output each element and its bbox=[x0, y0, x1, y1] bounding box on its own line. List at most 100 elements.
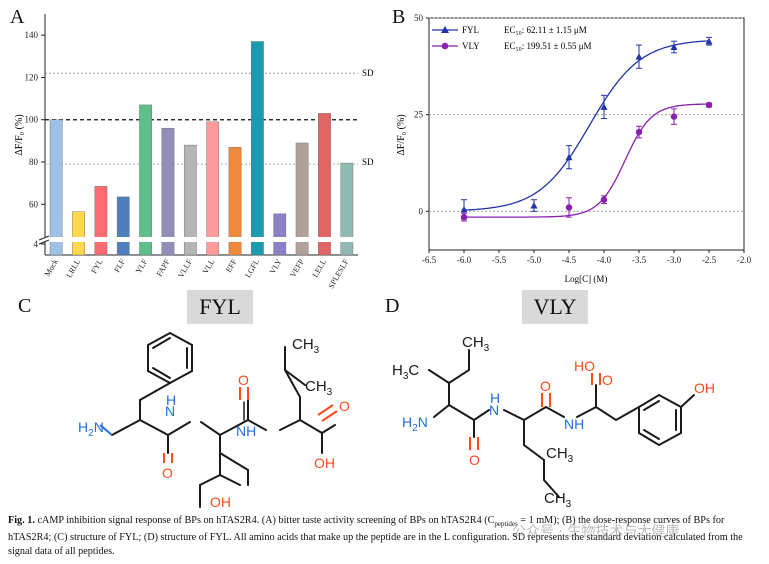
figure-caption: Fig. 1. cAMP inhibition signal response … bbox=[8, 514, 763, 559]
chart-b-dose-response: 0 25 50 -6.5 -6.0 -5.5 -5.0 -4.5 -4.0 -3.5 -3.0 -2.… bbox=[396, 13, 752, 284]
chart-a-bar bbox=[94, 186, 108, 256]
chart-a-bar bbox=[116, 196, 130, 256]
chart-a-category-label: SPLESLF bbox=[327, 257, 351, 290]
chart-b-point-fyl bbox=[530, 202, 538, 209]
caption-sub: peptides bbox=[494, 520, 518, 529]
d-o3: O bbox=[602, 372, 613, 388]
d-ch3-mid: CH3 bbox=[546, 445, 574, 465]
caption-text-2: = 1 mM); (B) the dose-response curves of… bbox=[8, 515, 743, 558]
structure-d-vly: H3C CH3 HO OH N H NH H2N O O O CH3 CH3 bbox=[392, 334, 715, 510]
chart-a-bar bbox=[49, 119, 63, 256]
chart-a-ytick-label: 60 bbox=[29, 199, 39, 209]
chart-a-break-slash bbox=[38, 239, 50, 245]
chart-a-ylabel: ΔF/F₀ (%) bbox=[14, 114, 25, 155]
c-oh-acid: OH bbox=[314, 455, 335, 471]
chart-a-ytick-label: 80 bbox=[29, 157, 39, 167]
legend-vly-name: VLY bbox=[462, 41, 480, 51]
chart-a-bar bbox=[228, 146, 242, 256]
chart-a-category-label: FAPF bbox=[155, 257, 172, 278]
chart-a-bar bbox=[183, 144, 197, 256]
c-o3: O bbox=[339, 398, 350, 414]
panel-b-letter: B bbox=[392, 6, 406, 28]
chart-a-category-label: LELL bbox=[311, 257, 329, 279]
chart-b-xtick-label: -5.0 bbox=[527, 255, 542, 265]
chart-b-point-vly bbox=[670, 113, 678, 120]
chart-a-bar bbox=[161, 127, 175, 256]
d-ch3-upper: CH3 bbox=[462, 334, 490, 354]
chart-b-point-vly bbox=[600, 196, 608, 203]
legend-vly-marker bbox=[441, 42, 449, 50]
chart-b-point-fyl bbox=[635, 53, 643, 60]
chart-a-ytick-label: 120 bbox=[25, 72, 39, 82]
caption-fig-label: Fig. 1. bbox=[8, 515, 35, 526]
d-nh-right: NH bbox=[564, 416, 584, 432]
chart-b-xtick-label: -2.0 bbox=[737, 255, 752, 265]
chart-a-break-slash bbox=[38, 235, 50, 241]
chart-a-bar bbox=[273, 213, 287, 256]
chart-b-xtick-label: -4.5 bbox=[562, 255, 577, 265]
chart-a-bar bbox=[340, 162, 354, 256]
c-ch3-top: CH3 bbox=[292, 336, 320, 356]
c-nh-right: NH bbox=[236, 423, 256, 439]
chart-b-point-fyl bbox=[460, 205, 468, 213]
chart-b-frame bbox=[428, 17, 745, 251]
chart-b-point-fyl bbox=[705, 37, 713, 45]
chart-a-category-label: VEFP bbox=[288, 257, 306, 279]
chart-b-legend: FYL EC₅₀: 62.11 ± 1.15 μM VLY EC₅₀: 199.… bbox=[432, 25, 592, 51]
panel-a-letter: A bbox=[10, 6, 25, 28]
panel-d-letter: D bbox=[385, 295, 400, 317]
chart-a-category-label: VLL bbox=[201, 257, 217, 275]
chart-b-point-vly bbox=[635, 128, 643, 136]
watermark: 公众号 · 生物技术与大健康 bbox=[512, 524, 680, 540]
legend-fyl-name: FYL bbox=[462, 25, 479, 35]
chart-b-xtick-label: -3.5 bbox=[632, 255, 647, 265]
chart-a-category-label: LRLL bbox=[64, 257, 82, 279]
legend-fyl-marker bbox=[441, 26, 449, 33]
chart-a-category-label: YLF bbox=[134, 257, 150, 275]
chart-a-bar bbox=[72, 211, 85, 256]
chart-b-xlabel: Log[C] (M) bbox=[565, 274, 608, 284]
chart-b-ytick-label: 25 bbox=[414, 110, 424, 120]
chart-b-xtick-label: -2.5 bbox=[702, 255, 717, 265]
chart-a-bar bbox=[295, 142, 309, 256]
c-nh-left-h: H bbox=[166, 392, 176, 408]
structure-d-title: VLY bbox=[522, 290, 588, 324]
chart-b-ylabel: ΔF/F₀ (%) bbox=[396, 114, 407, 155]
d-o1: O bbox=[469, 452, 480, 468]
chart-a-sd-upper: SD bbox=[362, 68, 374, 78]
chart-a-ytick-label: 100 bbox=[25, 115, 39, 125]
chart-a-bar bbox=[139, 104, 152, 256]
chart-b-point-fyl bbox=[600, 103, 608, 110]
structure-c-fyl: CH3 CH3 N H NH H2N O O O OH OH bbox=[78, 331, 350, 510]
chart-a-category-label: FLF bbox=[112, 257, 127, 274]
chart-a-axis-break bbox=[39, 237, 360, 242]
chart-b-ytick-label: 50 bbox=[414, 13, 424, 23]
chart-a-category-label: VLY bbox=[268, 257, 284, 275]
chart-b-point-fyl bbox=[565, 153, 573, 161]
d-ho-top: HO bbox=[574, 358, 595, 374]
legend-vly-ec50: EC₅₀: 199.51 ± 0.55 μM bbox=[504, 41, 592, 51]
d-oh-ring: OH bbox=[694, 380, 715, 396]
d-ch3-low: CH3 bbox=[544, 490, 572, 510]
caption-text: cAMP inhibition signal response of BPs o… bbox=[37, 515, 495, 526]
c-nh-left: N bbox=[165, 403, 175, 419]
chart-b-point-vly bbox=[460, 213, 468, 221]
chart-a-sd-lower: SD bbox=[362, 157, 374, 167]
chart-b-point-fyl bbox=[670, 43, 678, 50]
chart-a-bar: 60 80 100 120 140 4 Mock LRLL FYL FLF YLF FAPF VLLF V… bbox=[14, 14, 374, 290]
c-ch3-right: CH3 bbox=[305, 378, 333, 398]
c-h2n: H2N bbox=[78, 419, 104, 439]
chart-b-xtick-label: -6.0 bbox=[457, 255, 472, 265]
chart-b-xtick-label: -5.5 bbox=[492, 255, 507, 265]
d-h2n: H2N bbox=[402, 414, 428, 434]
chart-b-xtick-label: -4.0 bbox=[597, 255, 612, 265]
chart-b-xtick-label: -6.5 bbox=[422, 255, 437, 265]
chart-a-category-label: FYL bbox=[89, 257, 104, 275]
chart-a-bar bbox=[318, 113, 331, 256]
chart-b-point-vly bbox=[705, 101, 713, 109]
chart-a-ytick-label: 140 bbox=[25, 30, 39, 40]
panel-c-letter: C bbox=[18, 295, 32, 317]
d-nh-left: N bbox=[489, 402, 499, 418]
chart-a-category-label: LGFL bbox=[243, 257, 261, 279]
chart-b-fit-fyl bbox=[464, 40, 708, 211]
